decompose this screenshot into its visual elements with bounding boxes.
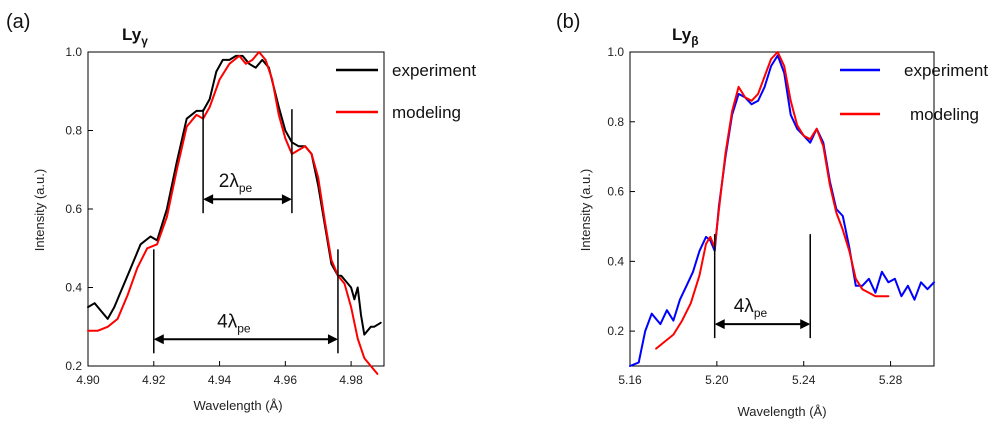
annotation-arrowhead-left — [203, 194, 214, 205]
annotation-label: 2λpe — [219, 171, 253, 195]
annotation-label-main: 4λ — [734, 296, 755, 317]
panel-b-xticks: 5.16 5.20 5.24 5.28 — [618, 361, 903, 387]
y-tick-label: 0.8 — [65, 124, 82, 138]
legend-label-experiment: experiment — [392, 61, 476, 80]
panel-a-xlabel: Wavelength (Å) — [193, 398, 282, 413]
x-tick-label: 4.94 — [208, 373, 232, 387]
annotation-arrowhead-left — [714, 319, 725, 330]
legend-label-modeling: modeling — [910, 105, 979, 124]
annotation-arrowhead-right — [800, 319, 811, 330]
panel-b-chart: (b) Lyβ 5.16 5.20 5.24 5.28 0.2 0.4 0.6 0.8 1.0… — [556, 11, 988, 419]
x-tick-label: 4.90 — [76, 373, 100, 387]
panel-b-annotations: 4λpe — [713, 234, 811, 339]
x-tick-label: 4.92 — [142, 373, 166, 387]
annotation-label-sub: pe — [237, 321, 251, 335]
panel-a-title-sub: γ — [141, 34, 148, 48]
x-tick-label: 4.98 — [339, 373, 363, 387]
panel-b-xlabel: Wavelength (Å) — [737, 404, 826, 419]
y-tick-label: 0.2 — [607, 324, 624, 338]
x-tick-label: 5.28 — [879, 373, 903, 387]
y-tick-label: 0.8 — [607, 115, 624, 129]
annotation-label-main: 4λ — [217, 311, 238, 332]
panel-a-title-main: Ly — [122, 25, 142, 44]
panel-b-label: (b) — [556, 11, 580, 33]
panel-b-title-main: Ly — [672, 25, 692, 44]
panel-a-chart: (a) Lyγ 4.90 4.92 4.94 4.96 4.98 0.20.40.60.… — [6, 11, 476, 413]
panel-b-title: Lyβ — [672, 25, 699, 48]
panel-a-series — [87, 51, 382, 375]
x-tick-label: 5.24 — [792, 373, 816, 387]
annotation-arrowhead-left — [153, 334, 164, 345]
annotation-label: 4λpe — [734, 296, 768, 320]
x-tick-label: 5.20 — [705, 373, 729, 387]
panel-b-ylabel: Intensity (a.u.) — [578, 169, 593, 251]
annotation-label-sub: pe — [754, 306, 768, 320]
annotation-label: 4λpe — [217, 311, 251, 335]
panel-a-label: (a) — [6, 11, 30, 33]
legend-label-modeling: modeling — [392, 103, 461, 122]
x-tick-label: 5.16 — [618, 373, 642, 387]
annotation-label-main: 2λ — [219, 171, 240, 192]
series-line-experiment — [87, 54, 382, 336]
panel-a-yticks: 0.2 0.4 0.6 0.8 1.0 — [65, 45, 93, 373]
y-tick-label: 1.0 — [607, 45, 624, 59]
panel-a-ylabel: Intensity (a.u.) — [32, 169, 47, 251]
panel-b-legend: experiment modeling — [840, 61, 988, 124]
panel-b-series — [629, 51, 935, 367]
y-tick-label: 0.4 — [607, 254, 624, 268]
annotation-label-sub: pe — [239, 181, 253, 195]
panel-a-title: Lyγ — [122, 25, 148, 48]
legend-label-experiment: experiment — [904, 61, 988, 80]
panel-b-yticks: 0.2 0.4 0.6 0.8 1.0 — [607, 45, 635, 338]
panel-a-xticks: 4.90 4.92 4.94 4.96 4.98 — [76, 361, 363, 387]
annotation-arrowhead-right — [281, 194, 292, 205]
panel-b-plot-frame — [629, 51, 935, 367]
y-tick-label: 0.2 — [65, 359, 82, 373]
series-line-experiment — [629, 54, 935, 367]
y-tick-label: 0.6 — [607, 185, 624, 199]
annotation-arrowhead-right — [327, 334, 338, 345]
y-tick-label: 0.4 — [65, 281, 82, 295]
y-tick-label: 0.6 — [65, 202, 82, 216]
x-tick-label: 4.96 — [274, 373, 298, 387]
series-line-modeling — [87, 51, 379, 375]
y-tick-label: 1.0 — [65, 45, 82, 59]
panel-a-legend: experiment modeling — [336, 61, 476, 122]
panel-b-title-sub: β — [691, 34, 698, 48]
series-line-modeling — [655, 51, 890, 350]
